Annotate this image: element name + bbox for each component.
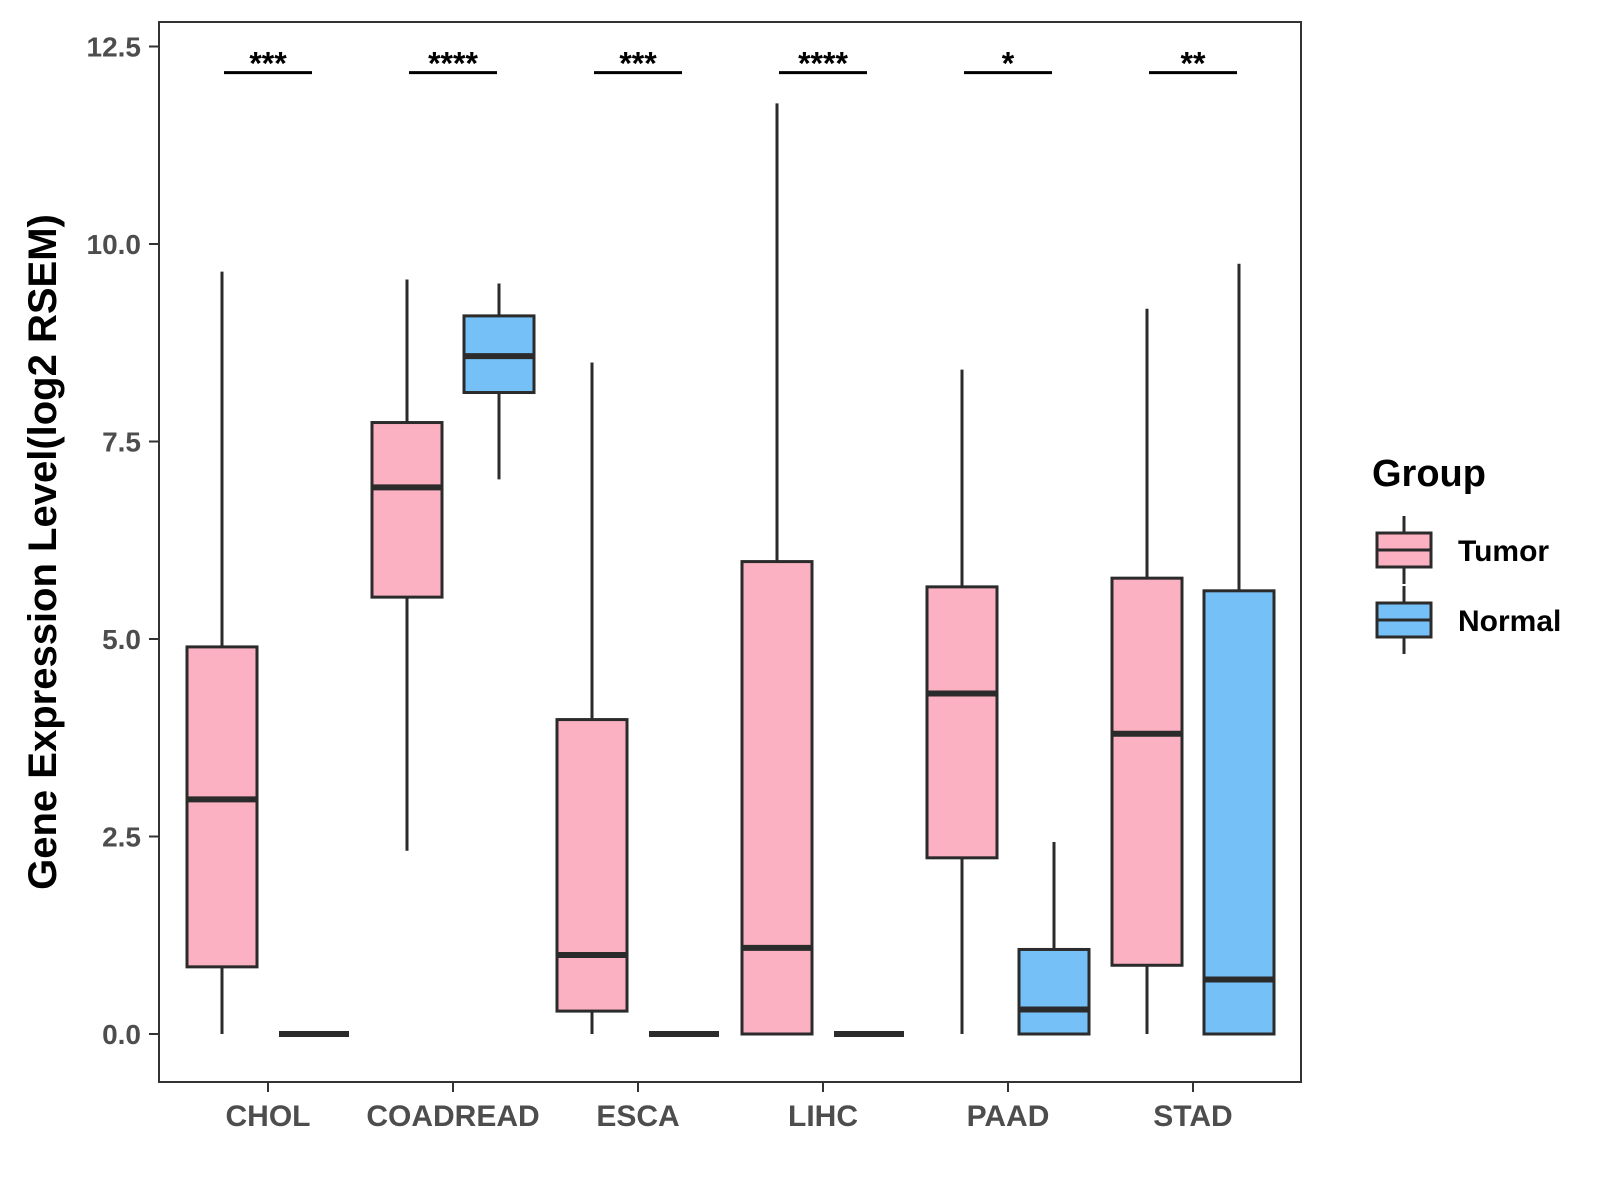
box-body [370, 421, 444, 599]
significance-label: **** [798, 46, 848, 82]
y-tick-label: 2.5 [102, 822, 141, 853]
y-tick-label: 7.5 [102, 427, 141, 458]
boxes [185, 103, 1276, 1037]
box-normal-stad [1202, 263, 1276, 1036]
box-tumor-coadread [370, 279, 444, 851]
box-tumor-paad [925, 369, 999, 1034]
box-tumor-stad [1110, 308, 1184, 1034]
x-tick-label: LIHC [788, 1100, 858, 1133]
significance-annotations: *** **** *** **** * ** [224, 46, 1237, 82]
y-axis-title: Gene Expression Level(log2 RSEM) [21, 214, 65, 890]
legend-title: Group [1372, 453, 1486, 495]
significance-label: *** [619, 46, 657, 82]
x-tick-label: STAD [1153, 1100, 1232, 1133]
box-body [1110, 576, 1184, 967]
box-body [555, 718, 629, 1013]
x-tick-label: ESCA [596, 1100, 679, 1133]
box-tumor-chol [185, 271, 259, 1034]
box-body [185, 645, 259, 969]
y-tick-label: 12.5 [87, 32, 142, 63]
significance-label: ** [1181, 46, 1206, 82]
box-body [925, 585, 999, 860]
significance-label: *** [249, 46, 287, 82]
x-tick-label: COADREAD [366, 1100, 539, 1133]
box-normal-paad [1017, 842, 1091, 1036]
x-tick-label: PAAD [967, 1100, 1050, 1133]
y-tick-label: 0.0 [102, 1019, 141, 1050]
significance-label: **** [428, 46, 478, 82]
y-tick-label: 10.0 [87, 229, 142, 260]
box-normal-coadread [462, 283, 536, 480]
legend-key-normal [1375, 586, 1433, 654]
x-axis: CHOL COADREAD ESCA LIHC PAAD STAD [226, 1082, 1233, 1133]
legend-key-tumor [1375, 516, 1433, 584]
legend-label-tumor: Tumor [1458, 535, 1549, 568]
x-tick-label: CHOL [226, 1100, 311, 1133]
y-axis: 0.0 2.5 5.0 7.5 10.0 12.5 [87, 32, 159, 1050]
box-tumor-lihc [740, 103, 814, 1036]
box-tumor-esca [555, 362, 629, 1034]
legend: Group Tumor Normal [1372, 453, 1561, 654]
y-tick-label: 5.0 [102, 624, 141, 655]
box-body [1017, 947, 1091, 1036]
box-body [1202, 589, 1276, 1036]
legend-label-normal: Normal [1458, 605, 1561, 638]
box-body [740, 560, 814, 1036]
significance-label: * [1002, 46, 1015, 82]
